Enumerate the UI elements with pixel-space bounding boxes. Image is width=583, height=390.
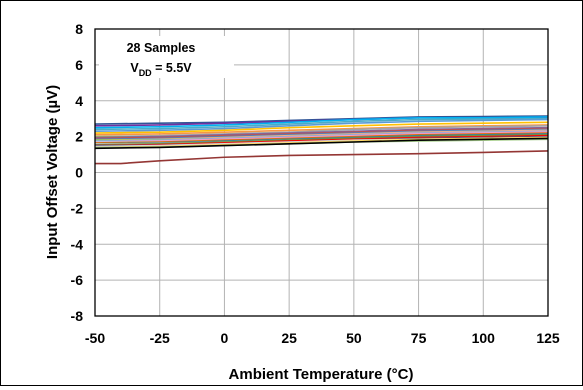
y-tick-label: 2 — [75, 129, 83, 145]
series-line-6 — [94, 121, 549, 134]
y-tick-label: 6 — [75, 57, 83, 73]
series-layer — [94, 115, 549, 165]
x-tick-label: 100 — [472, 330, 496, 346]
series-line-18 — [94, 132, 549, 144]
y-axis-label: Input Offset Voltage (µV) — [44, 85, 61, 259]
series-line-28 — [95, 150, 549, 165]
series-line-1 — [94, 115, 549, 125]
samples-annotation: 28 Samples VDD = 5.5V — [99, 36, 234, 78]
x-tick-label: -25 — [150, 330, 170, 346]
y-tick-label: -2 — [71, 200, 84, 216]
series-line-27 — [94, 137, 549, 150]
x-tick-label: 75 — [411, 330, 427, 346]
series-line-15 — [94, 130, 549, 142]
series-line-5 — [94, 118, 549, 133]
annotation-samples: 28 Samples — [127, 41, 196, 55]
x-axis-label: Ambient Temperature (°C) — [229, 366, 414, 383]
x-tick-label: -50 — [85, 330, 105, 346]
annotation-vdd: VDD = 5.5V — [130, 61, 192, 78]
y-tick-label: -4 — [71, 236, 84, 252]
series-line-12 — [94, 128, 549, 141]
series-line-11 — [94, 127, 549, 140]
y-tick-label: -8 — [71, 308, 84, 324]
y-tick-label: 8 — [75, 21, 83, 37]
y-tick-label: 0 — [75, 165, 83, 181]
series-line-21 — [94, 134, 549, 146]
y-tick-label: 4 — [75, 93, 83, 109]
series-line-3 — [94, 116, 549, 129]
x-tick-label: 50 — [346, 330, 362, 346]
x-tick-label: 25 — [281, 330, 297, 346]
x-tick-labels: -50 -25 0 25 50 75 100 125 — [85, 330, 560, 346]
y-tick-labels: 8 6 4 2 0 -2 -4 -6 -8 — [71, 21, 84, 324]
y-tick-label: -6 — [71, 272, 84, 288]
plot-border — [94, 28, 549, 317]
series-line-4 — [94, 117, 549, 131]
series-line-7 — [94, 124, 549, 136]
annotation-box — [99, 36, 234, 78]
series-line-10 — [94, 126, 549, 139]
x-tick-label: 0 — [221, 330, 229, 346]
annotation-vdd-rest: = 5.5V — [152, 61, 193, 75]
annotation-vdd-main: V — [130, 61, 139, 75]
annotation-vdd-sub: DD — [139, 68, 152, 78]
x-tick-label: 125 — [536, 330, 560, 346]
